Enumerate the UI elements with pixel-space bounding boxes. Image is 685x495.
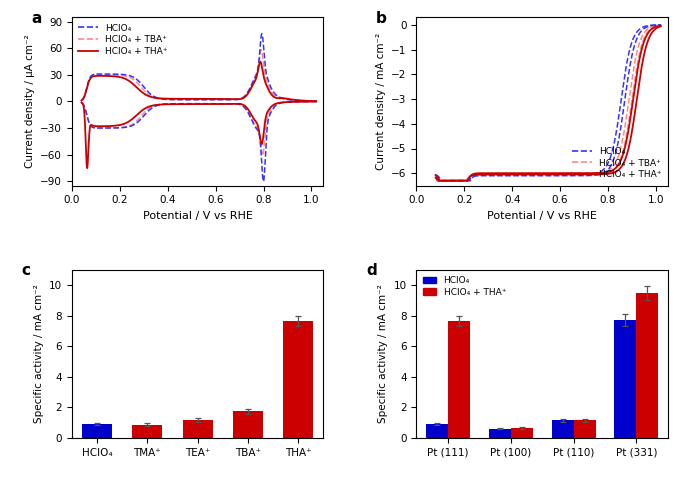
Legend: HClO₄, HClO₄ + TBA⁺, HClO₄ + THA⁺: HClO₄, HClO₄ + TBA⁺, HClO₄ + THA⁺ [77, 22, 170, 58]
Bar [636, 293, 658, 438]
Text: d: d [366, 263, 377, 278]
Bar [283, 321, 313, 438]
Legend: HClO₄, HClO₄ + THA⁺: HClO₄, HClO₄ + THA⁺ [421, 274, 508, 298]
Bar [614, 320, 636, 438]
Bar [233, 411, 263, 438]
Legend: HClO₄, HClO₄ + TBA⁺, HClO₄ + THA⁺: HClO₄, HClO₄ + TBA⁺, HClO₄ + THA⁺ [570, 145, 663, 181]
Y-axis label: Specific activity / mA cm⁻²: Specific activity / mA cm⁻² [34, 285, 44, 423]
Y-axis label: Current density / mA cm⁻²: Current density / mA cm⁻² [376, 33, 386, 170]
Text: c: c [22, 263, 31, 278]
Bar [488, 429, 511, 438]
Bar [82, 424, 112, 438]
Bar [511, 428, 533, 438]
Bar [426, 424, 448, 438]
X-axis label: Potential / V vs RHE: Potential / V vs RHE [142, 211, 253, 221]
Bar [551, 420, 573, 438]
Y-axis label: Current density / μA cm⁻²: Current density / μA cm⁻² [25, 35, 35, 168]
X-axis label: Potential / V vs RHE: Potential / V vs RHE [487, 211, 597, 221]
Bar [448, 321, 470, 438]
Bar [132, 425, 162, 438]
Text: b: b [376, 10, 387, 26]
Bar [573, 420, 595, 438]
Y-axis label: Specific activity / mA cm⁻²: Specific activity / mA cm⁻² [378, 285, 388, 423]
Text: a: a [32, 10, 42, 26]
Bar [183, 420, 213, 438]
